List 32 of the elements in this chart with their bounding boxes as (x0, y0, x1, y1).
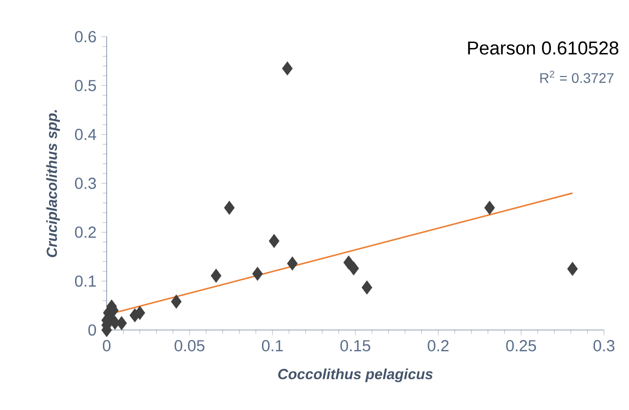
point (348, 261, 359, 276)
point (110, 316, 120, 330)
x-tick-label: 0.1 (262, 340, 283, 352)
y-tick-label: 0.4 (75, 128, 96, 140)
x-tick-label: 0.3 (594, 340, 614, 352)
y-tick-label: 0.2 (75, 226, 96, 238)
annotation: Pearson 0.610528 (468, 41, 618, 55)
y-tick-label: 0 (88, 324, 96, 336)
point (282, 62, 293, 76)
x-tick-label: 0.05 (174, 340, 204, 352)
x-axis-title: Coccolithus pelagicus (278, 368, 433, 382)
x-tick-label: 0.25 (506, 340, 536, 352)
y-tick-label: 0.6 (75, 31, 96, 42)
point (484, 200, 495, 215)
point (268, 234, 280, 248)
point (224, 200, 235, 215)
x-tick-label: 0.2 (428, 340, 449, 352)
point (362, 280, 372, 294)
y-axis-title: Cruciplacolithus spp. (46, 110, 60, 258)
point (210, 268, 222, 283)
y-tick-label: 0.5 (75, 80, 96, 92)
y-tick-label: 0.1 (75, 275, 96, 287)
x-tick-label: 0.15 (340, 340, 370, 352)
annotation: R$^{2}$ = 0.3727 (540, 70, 614, 83)
point (171, 294, 182, 309)
point (567, 262, 578, 276)
x-tick-label: 0 (102, 340, 111, 352)
point (252, 266, 263, 281)
y-tick-label: 0.3 (75, 178, 96, 189)
point (287, 256, 298, 270)
point (343, 256, 354, 270)
point (130, 308, 140, 322)
